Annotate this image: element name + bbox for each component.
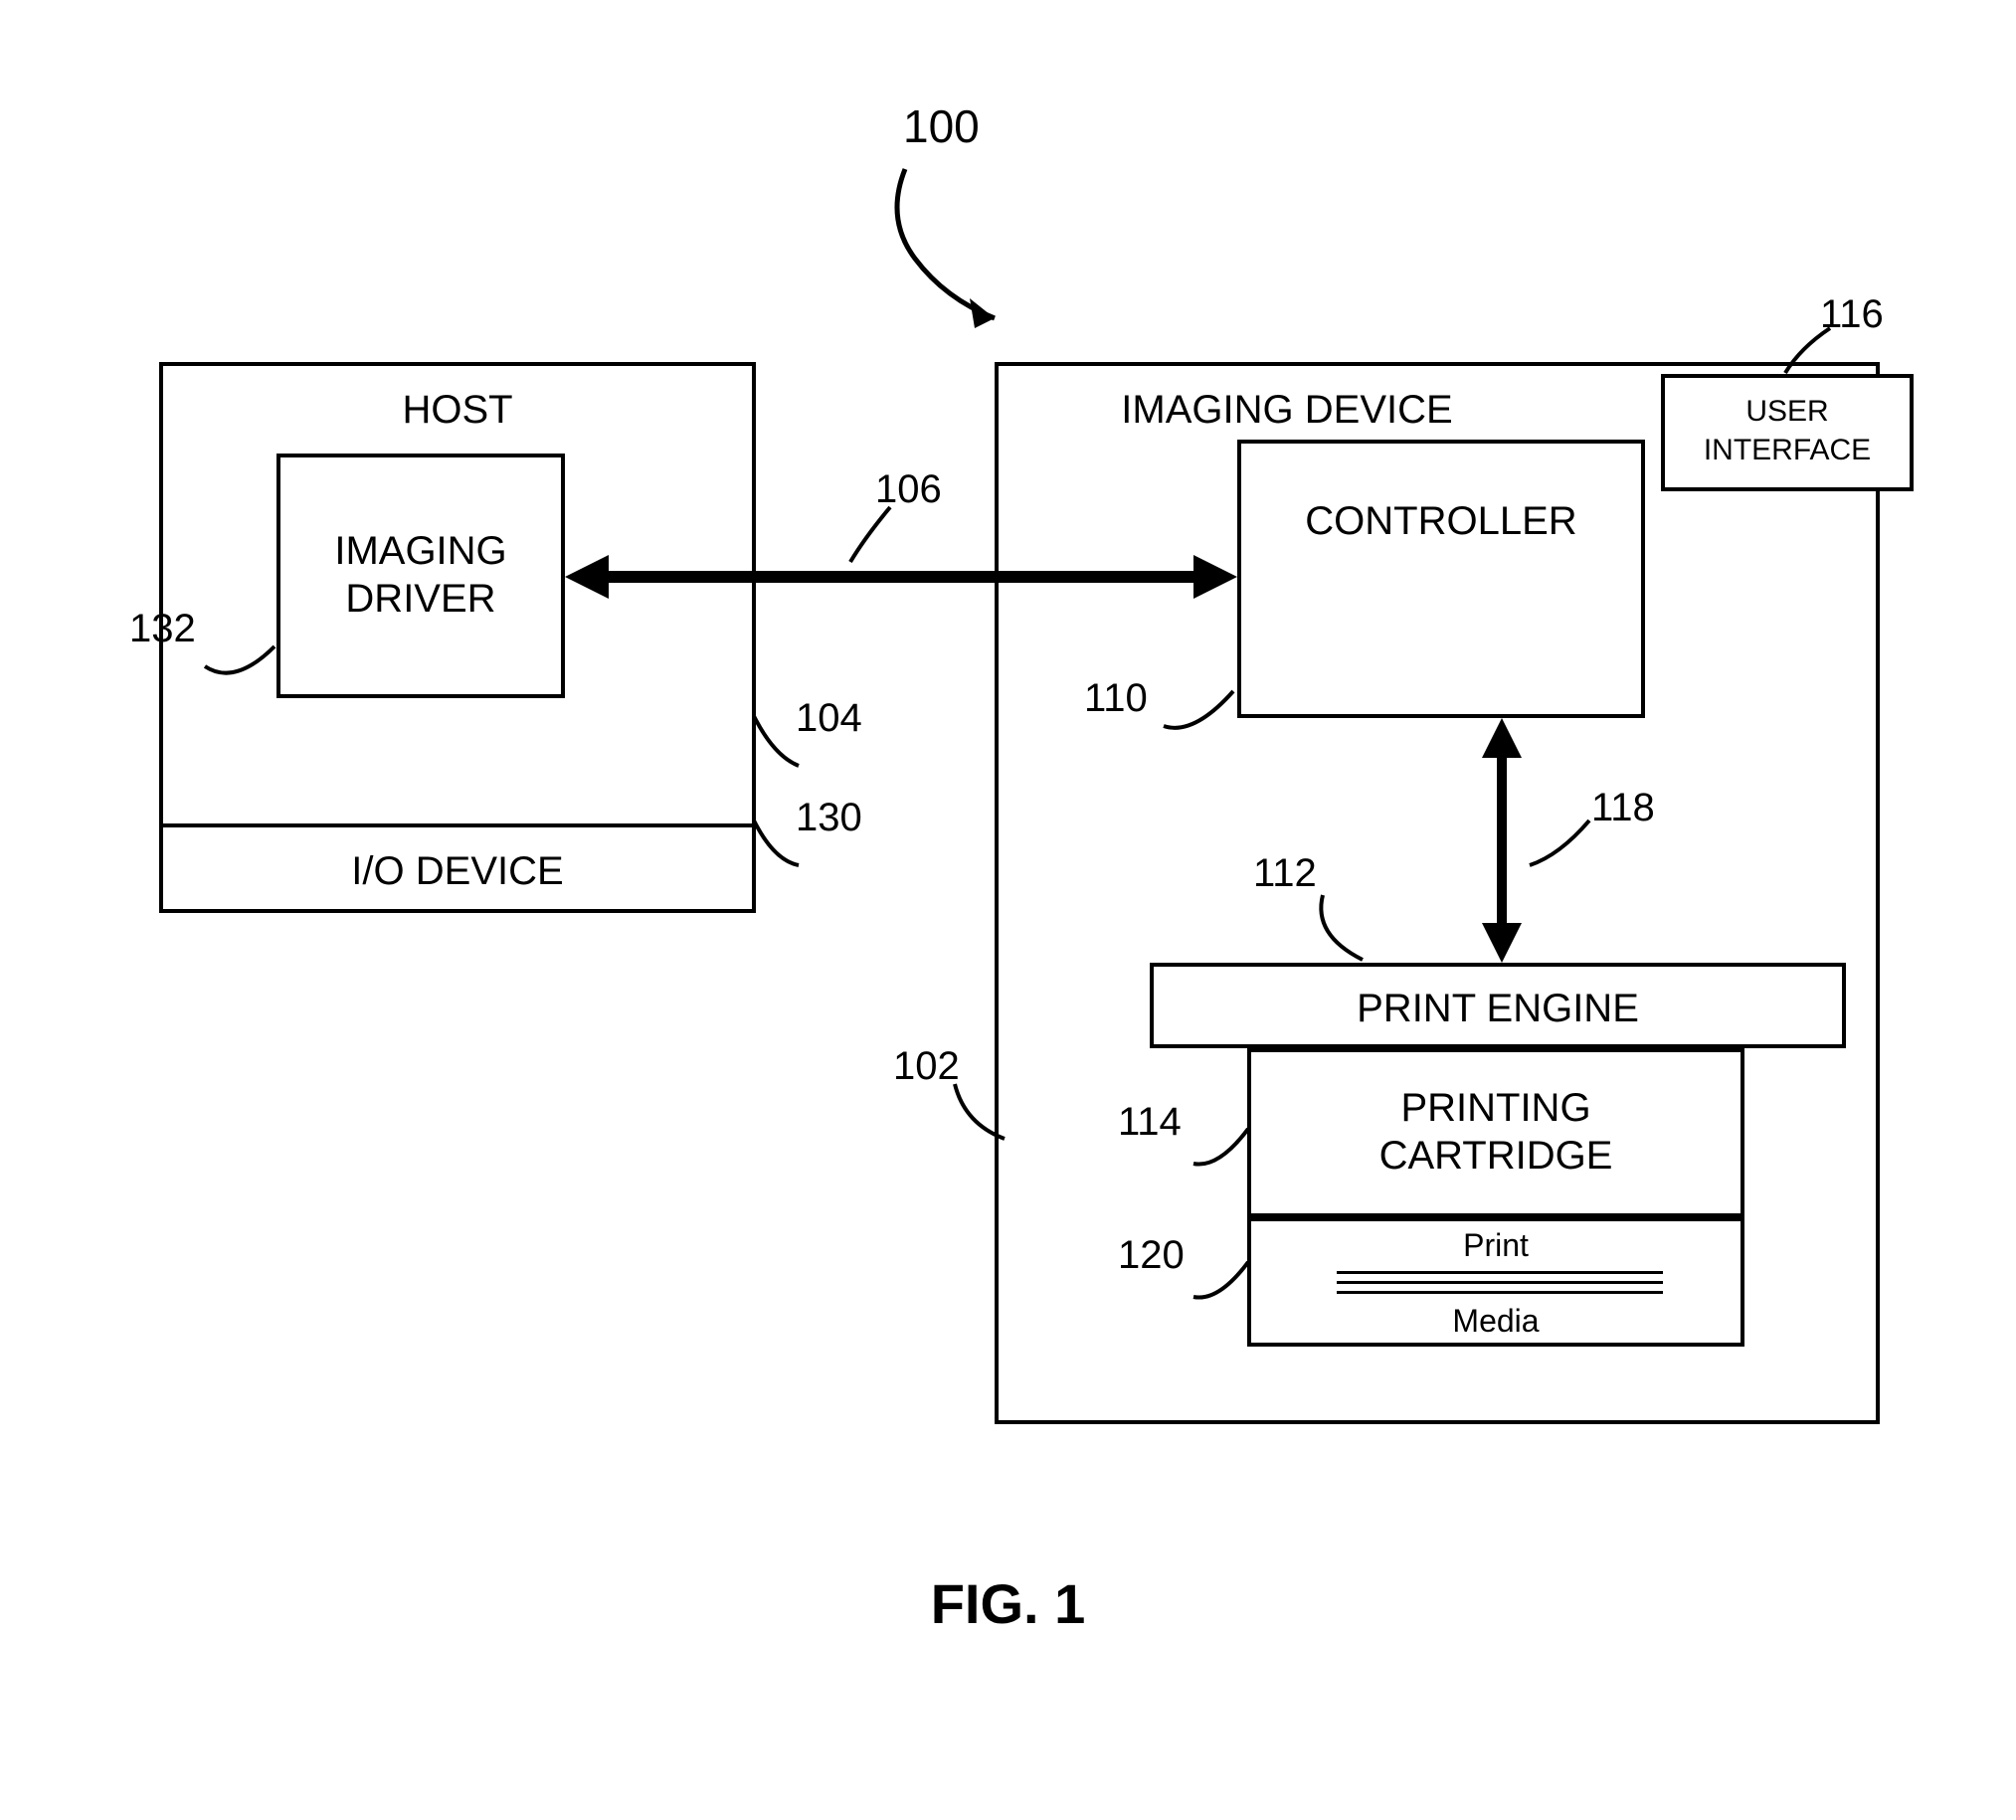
controller-text: CONTROLLER: [1241, 499, 1641, 544]
media-line-2: [1337, 1281, 1663, 1284]
connector-132: [205, 637, 284, 696]
connector-116: [1780, 328, 1840, 378]
io-device-text: I/O DEVICE: [163, 849, 752, 894]
connector-118: [1530, 816, 1599, 875]
imaging-driver-text: IMAGING DRIVER: [280, 527, 561, 623]
printing-cartridge-text: PRINTING CARTRIDGE: [1251, 1084, 1741, 1180]
print-media-top: Print: [1251, 1227, 1741, 1264]
connector-112: [1313, 895, 1373, 965]
print-engine-box: PRINT ENGINE: [1150, 963, 1846, 1048]
diagram-container: 100 HOST IMAGING DRIVER I/O DEVICE IMAGI…: [0, 0, 2016, 1820]
ref-120: 120: [1118, 1233, 1185, 1278]
arrow-100: [875, 139, 1074, 338]
host-title: HOST: [163, 388, 752, 433]
print-engine-text: PRINT ENGINE: [1154, 987, 1842, 1031]
user-interface-line1: USER: [1745, 395, 1828, 428]
ref-132: 132: [129, 607, 196, 651]
media-line-3: [1337, 1291, 1663, 1294]
print-media-bottom: Media: [1251, 1303, 1741, 1340]
figure-label: FIG. 1: [0, 1571, 2016, 1636]
ref-114: 114: [1118, 1100, 1182, 1145]
ref-118: 118: [1591, 786, 1655, 830]
print-media-box: Print Media: [1247, 1217, 1744, 1347]
ref-130: 130: [796, 796, 862, 840]
ref-104: 104: [796, 696, 862, 741]
connector-130: [754, 816, 804, 875]
user-interface-line2: INTERFACE: [1704, 434, 1871, 466]
ref-106: 106: [875, 467, 942, 512]
connector-102: [955, 1084, 1014, 1144]
user-interface-box: USER INTERFACE: [1661, 374, 1914, 491]
printing-cartridge-line2: CARTRIDGE: [1379, 1134, 1613, 1178]
connector-114: [1193, 1124, 1253, 1174]
connector-110: [1164, 686, 1243, 746]
connector-104: [754, 716, 804, 776]
imaging-driver-box: IMAGING DRIVER: [276, 454, 565, 698]
ref-102: 102: [893, 1044, 960, 1089]
printing-cartridge-line1: PRINTING: [1400, 1086, 1590, 1130]
imaging-driver-line1: IMAGING: [334, 529, 506, 573]
ref-112: 112: [1253, 851, 1317, 896]
ref-110: 110: [1084, 676, 1148, 721]
connector-106: [845, 507, 895, 567]
connector-120: [1193, 1257, 1253, 1307]
imaging-driver-line2: DRIVER: [345, 577, 495, 621]
user-interface-text: USER INTERFACE: [1665, 392, 1910, 469]
controller-box: CONTROLLER: [1237, 440, 1645, 718]
printing-cartridge-box: PRINTING CARTRIDGE: [1247, 1048, 1744, 1217]
io-device-box: I/O DEVICE: [159, 823, 756, 913]
imaging-device-title: IMAGING DEVICE: [999, 388, 1575, 433]
media-line-1: [1337, 1271, 1663, 1274]
arrow-106: [565, 537, 1241, 617]
